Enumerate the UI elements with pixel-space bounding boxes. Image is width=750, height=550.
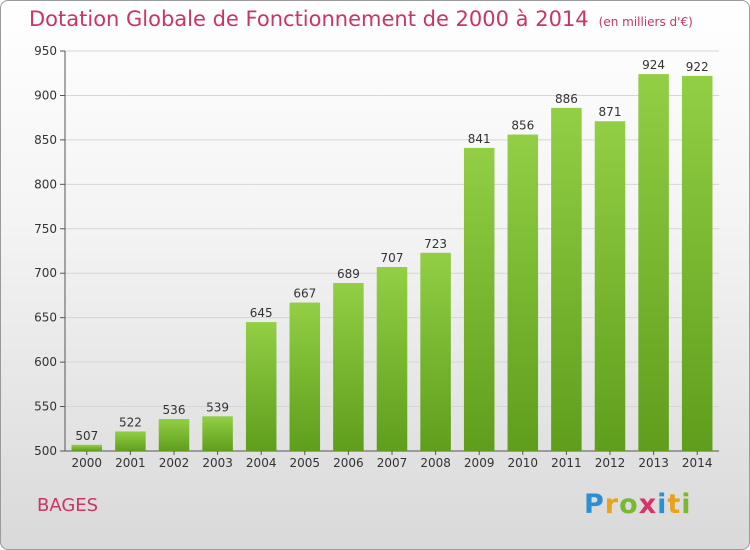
bar-value-label: 871 xyxy=(599,105,622,119)
bar-value-label: 689 xyxy=(337,267,360,281)
logo-letter: r xyxy=(604,489,620,520)
logo-letter: t xyxy=(667,489,682,520)
x-tick-label: 2008 xyxy=(420,456,451,470)
y-tick-label: 850 xyxy=(34,133,57,147)
bar xyxy=(115,431,146,451)
logo-letter: i xyxy=(681,489,692,520)
x-tick-label: 2009 xyxy=(464,456,495,470)
bar-value-label: 922 xyxy=(686,60,709,74)
y-tick-label: 800 xyxy=(34,177,57,191)
y-tick-label: 700 xyxy=(34,266,57,280)
y-tick-label: 750 xyxy=(34,222,57,236)
logo-letter: x xyxy=(638,489,658,520)
bar xyxy=(158,419,190,451)
chart-subtitle: (en milliers d'€) xyxy=(598,15,693,29)
bar xyxy=(681,75,713,451)
bar-value-label: 539 xyxy=(206,400,229,414)
bar-value-label: 856 xyxy=(511,119,534,133)
bar-value-label: 536 xyxy=(163,403,186,417)
bar-value-label: 667 xyxy=(293,287,316,301)
x-tick-label: 2006 xyxy=(333,456,364,470)
bar-value-label: 507 xyxy=(75,429,98,443)
x-tick-label: 2014 xyxy=(682,456,713,470)
bar-value-label: 522 xyxy=(119,415,142,429)
x-tick-label: 2005 xyxy=(290,456,321,470)
bar xyxy=(289,302,321,451)
chart-title-text: Dotation Globale de Fonctionnement de 20… xyxy=(29,7,589,31)
x-tick-label: 2013 xyxy=(638,456,669,470)
bar xyxy=(245,322,277,451)
bar-value-label: 707 xyxy=(381,251,404,265)
x-tick-label: 2007 xyxy=(377,456,408,470)
proxiti-logo: Proxiti xyxy=(584,489,692,520)
y-tick-label: 550 xyxy=(34,400,57,414)
x-tick-label: 2004 xyxy=(246,456,277,470)
bar xyxy=(420,252,451,451)
commune-name: BAGES xyxy=(37,495,99,516)
x-tick-label: 2000 xyxy=(72,456,103,470)
y-tick-label: 600 xyxy=(34,355,57,369)
bar-value-label: 924 xyxy=(642,58,665,72)
y-tick-label: 650 xyxy=(34,311,57,325)
bar xyxy=(551,107,582,451)
bar xyxy=(507,134,539,452)
x-tick-label: 2002 xyxy=(159,456,190,470)
x-tick-label: 2001 xyxy=(115,456,146,470)
bar-value-label: 723 xyxy=(424,237,447,251)
bar-value-label: 645 xyxy=(250,306,273,320)
bar xyxy=(202,416,233,451)
y-tick-label: 500 xyxy=(34,444,57,458)
bar-value-label: 841 xyxy=(468,132,491,146)
logo-letter: P xyxy=(584,489,605,520)
x-tick-label: 2010 xyxy=(508,456,539,470)
chart-title: Dotation Globale de Fonctionnement de 20… xyxy=(29,7,693,31)
bar xyxy=(376,267,408,451)
x-tick-label: 2012 xyxy=(595,456,626,470)
bar xyxy=(333,283,364,451)
bar xyxy=(463,147,495,451)
logo-letter: o xyxy=(619,489,639,520)
x-tick-label: 2011 xyxy=(551,456,582,470)
x-tick-label: 2003 xyxy=(202,456,233,470)
bar xyxy=(71,444,103,451)
bar xyxy=(638,74,669,451)
bar xyxy=(594,121,626,451)
y-tick-label: 950 xyxy=(34,44,57,58)
y-tick-label: 900 xyxy=(34,88,57,102)
logo-letter: i xyxy=(657,489,668,520)
bar-value-label: 886 xyxy=(555,92,578,106)
